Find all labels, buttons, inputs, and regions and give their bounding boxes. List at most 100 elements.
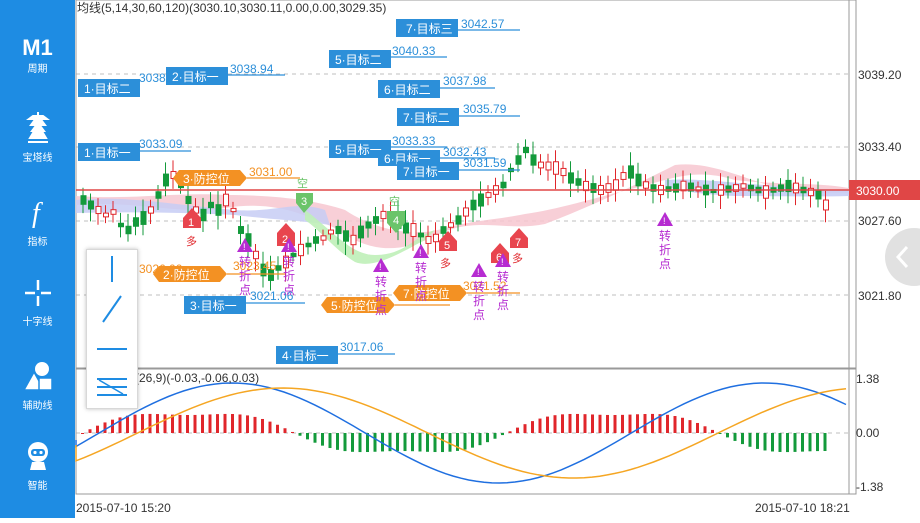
target-tag: 7·目标三 (406, 22, 453, 36)
target-label[interactable]: 2·目标一 3038.94 (166, 62, 285, 85)
macd-bar (486, 433, 489, 443)
sidebar-item-crosshair[interactable]: 十字线 (0, 278, 75, 328)
long-signal-5[interactable]: 5 多 (439, 231, 457, 270)
turn-text: 转 (415, 260, 427, 275)
turn-text: 点 (375, 303, 387, 317)
warning-mark: ! (419, 248, 422, 258)
macd-bar (733, 433, 737, 441)
current-price-badge (849, 180, 920, 200)
macd-bar (478, 433, 482, 446)
long-signal-1[interactable]: 1 多 (183, 208, 201, 248)
macd-bar (291, 431, 294, 433)
candle-body (785, 179, 792, 193)
signal-number: 3 (301, 196, 307, 208)
macd-bar (748, 433, 752, 447)
target-label[interactable]: 7·目标三 3042.57 (396, 17, 520, 37)
candle-body (268, 269, 274, 281)
target-value: 3021.06 (250, 289, 294, 303)
current-price-value: 3030.00 (856, 184, 900, 198)
target-label[interactable]: 7·目标一 3031.59 (397, 156, 520, 180)
next-page-button[interactable] (885, 228, 920, 286)
turn-text: 折 (239, 268, 251, 283)
macd-bar (418, 433, 422, 452)
target-tag: 1·目标一 (84, 146, 131, 160)
candle-body (613, 179, 619, 191)
candle-body (650, 184, 657, 192)
candle-body (328, 229, 334, 235)
control-label[interactable]: 3026.00 2·防控位 (139, 262, 285, 282)
long-signal-2[interactable]: 2 (277, 223, 295, 246)
macd-bar (201, 414, 204, 433)
candle-body (155, 191, 162, 199)
chart-area[interactable]: 3030.00 3039.20 3033.40 3027.60 3021.80 … (75, 0, 920, 518)
signal-number: 1 (188, 217, 194, 229)
macd-bar (358, 433, 362, 453)
channel-tool[interactable] (87, 368, 137, 406)
target-label[interactable]: 5·目标一 3033.33 (329, 134, 447, 158)
turn-point-marker: ! 转折点 (413, 244, 429, 303)
target-label[interactable]: 5·目标二 3040.33 (329, 44, 447, 68)
macd-bar (306, 433, 309, 440)
control-tag: 5·防控位 (331, 298, 378, 313)
target-label[interactable]: 1·目标一 3033.09 (78, 137, 191, 161)
vertical-line-tool[interactable] (87, 250, 137, 288)
macd-bar (778, 433, 782, 452)
sidebar-item-indicator[interactable]: f 指标 (0, 196, 75, 248)
target-label[interactable]: 3·目标一 3021.06 (184, 289, 305, 314)
short-text: 空 (297, 176, 308, 190)
candle-body (223, 193, 229, 207)
control-label[interactable]: 3023.45 5·防控位 (233, 259, 450, 313)
candle-body (523, 146, 529, 154)
candle-body (545, 161, 552, 171)
control-label[interactable]: 3·防控位 3031.00 (173, 165, 300, 186)
macd-axis-tick: -1.38 (856, 480, 884, 494)
macd-bar (216, 414, 219, 433)
period-button[interactable]: M1 周期 (0, 36, 75, 76)
signal-number: 2 (282, 234, 288, 246)
sidebar-item-label: 宝塔线 (22, 153, 53, 164)
macd-bar (178, 414, 182, 433)
turn-text: 折 (497, 283, 509, 298)
candle-body (350, 234, 357, 246)
sidebar-item-pagoda[interactable]: 宝塔线 (0, 110, 75, 164)
horizontal-line-tool[interactable] (87, 330, 137, 368)
candle-body (680, 180, 687, 192)
target-value: 3038 (139, 71, 166, 85)
macd-bar (793, 433, 797, 452)
turn-text: 转 (239, 254, 251, 269)
macd-bar (96, 425, 99, 433)
macd-bar (501, 433, 504, 436)
sidebar-item-drawing[interactable]: 辅助线 (0, 360, 75, 412)
control-value: 3021.52 (463, 279, 507, 293)
macd-bar (718, 433, 722, 434)
control-tag: 7·防控位 (403, 286, 450, 301)
candle-body (140, 211, 147, 225)
macd-bar (448, 433, 452, 452)
target-label[interactable]: 6·目标二 3037.98 (378, 74, 495, 98)
kline-chart[interactable]: 3030.00 3039.20 3033.40 3027.60 3021.80 … (75, 0, 920, 518)
sidebar-item-smart[interactable]: 智能 (0, 440, 75, 492)
target-value: 3042.57 (461, 17, 505, 31)
macd-bar (126, 415, 129, 433)
target-value: 3037.98 (443, 74, 487, 88)
price-axis-tick: 3027.60 (858, 214, 902, 228)
short-signal-4[interactable]: 4 空 (387, 194, 405, 233)
short-text: 空 (389, 194, 400, 208)
long-signal-7[interactable]: 7 多 (510, 228, 528, 265)
turn-text: 折 (415, 274, 427, 289)
control-value: 3031.00 (249, 165, 293, 179)
short-signal-3[interactable]: 3 空 (296, 176, 313, 213)
target-label[interactable]: 1·目标二 3038 (78, 71, 166, 97)
candle-body (823, 199, 829, 211)
macd-bar (238, 414, 242, 433)
target-label[interactable]: 7·目标二 3035.79 (397, 102, 520, 126)
sidebar-item-label: 十字线 (22, 317, 53, 328)
trend-line-tool[interactable] (87, 290, 137, 328)
candle-body (485, 192, 492, 198)
time-axis-end: 2015-07-10 18:21 (755, 501, 850, 515)
control-label[interactable]: 7·防控位 3021.52 (393, 279, 520, 301)
macd-bar (696, 422, 699, 433)
sidebar-item-label: 指标 (27, 237, 48, 248)
candle-body (373, 216, 379, 224)
target-label[interactable]: 4·目标一 3017.06 (276, 340, 395, 364)
